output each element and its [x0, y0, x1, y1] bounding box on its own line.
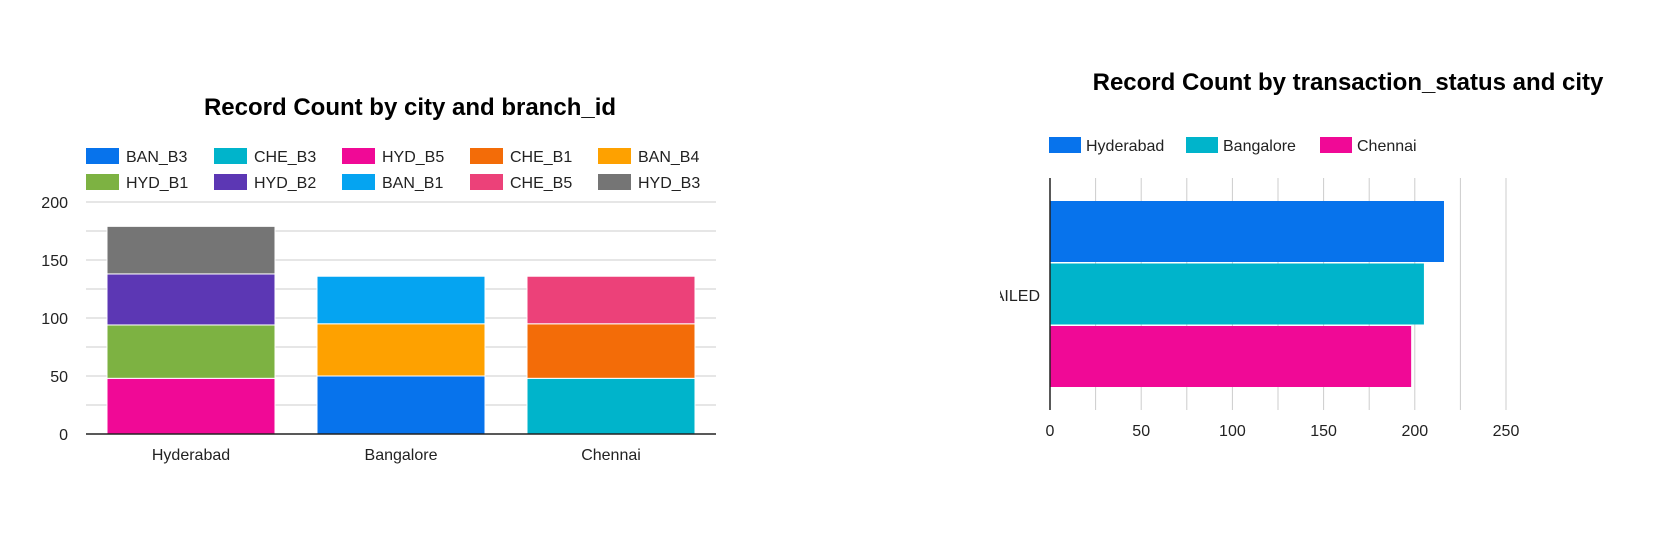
y-axis: 0 50 100 150 200	[41, 195, 68, 444]
bars	[1050, 201, 1444, 387]
bars	[106, 225, 696, 435]
legend-swatch	[214, 148, 247, 164]
legend-label: Hyderabad	[1086, 138, 1164, 155]
legend-swatch	[598, 148, 631, 164]
y-tick-label: 200	[41, 195, 68, 212]
y-tick-label: 50	[50, 369, 68, 386]
bar-segment	[316, 375, 486, 435]
bar-segment	[526, 275, 696, 325]
horizontal-bar-chart-status-city: Record Count by transaction_status and c…	[1000, 69, 1604, 440]
legend-swatch	[86, 148, 119, 164]
x-tick-label: 250	[1493, 423, 1520, 440]
x-axis: Hyderabad Bangalore Chennai	[86, 433, 716, 464]
legend-swatch	[1320, 137, 1352, 153]
x-tick-label: Hyderabad	[152, 447, 230, 464]
chart-title: Record Count by city and branch_id	[204, 94, 616, 121]
legend-label: Bangalore	[1223, 138, 1296, 155]
legend-label: CHE_B3	[254, 149, 316, 166]
legend-item[interactable]: HYD_B3	[598, 174, 700, 192]
legend-swatch	[214, 174, 247, 190]
legend-label: HYD_B5	[382, 149, 444, 166]
legend-item[interactable]: Chennai	[1320, 137, 1417, 155]
bar-segment	[526, 377, 696, 435]
legend-item[interactable]: HYD_B1	[86, 174, 188, 192]
legend[interactable]: Hyderabad Bangalore Chennai	[1049, 137, 1417, 155]
bar-segment	[106, 273, 276, 326]
legend-label: HYD_B2	[254, 175, 316, 192]
x-tick-label: 100	[1219, 423, 1246, 440]
bar-segment	[526, 323, 696, 379]
legend-label: BAN_B3	[126, 149, 187, 166]
legend-swatch	[342, 174, 375, 190]
bar	[1050, 263, 1424, 325]
x-tick-label: 50	[1132, 423, 1150, 440]
bar-segment	[316, 323, 486, 377]
bar	[1050, 326, 1412, 387]
legend-swatch	[1186, 137, 1218, 153]
legend-swatch	[470, 148, 503, 164]
bar-segment	[106, 324, 276, 379]
bar	[1050, 201, 1444, 262]
bar-segment	[316, 275, 486, 325]
legend-item[interactable]: Bangalore	[1186, 137, 1296, 155]
legend-label: BAN_B1	[382, 175, 443, 192]
legend-swatch	[86, 174, 119, 190]
legend-label: CHE_B5	[510, 175, 572, 192]
axes: FAILED 0 50 100 150 200 250	[1000, 178, 1519, 440]
legend-label: HYD_B1	[126, 175, 188, 192]
legend-item[interactable]: CHE_B1	[470, 148, 572, 166]
legend-swatch	[470, 174, 503, 190]
legend[interactable]: BAN_B3 CHE_B3 HYD_B5 CHE_B1 BAN_B4 HYD_B1 HYD_…	[86, 148, 700, 192]
legend-item[interactable]: BAN_B4	[598, 148, 699, 166]
legend-item[interactable]: HYD_B2	[214, 174, 316, 192]
bar-segment	[106, 225, 276, 275]
y-tick-label: 150	[41, 253, 68, 270]
legend-item[interactable]: HYD_B5	[342, 148, 444, 166]
legend-swatch	[598, 174, 631, 190]
y-tick-label: 100	[41, 311, 68, 328]
x-tick-label: Chennai	[581, 447, 641, 464]
legend-item[interactable]: BAN_B3	[86, 148, 187, 166]
legend-label: BAN_B4	[638, 149, 699, 166]
legend-item[interactable]: CHE_B5	[470, 174, 572, 192]
legend-label: HYD_B3	[638, 175, 700, 192]
legend-swatch	[342, 148, 375, 164]
legend-item[interactable]: Hyderabad	[1049, 137, 1164, 155]
legend-item[interactable]: CHE_B3	[214, 148, 316, 166]
legend-label: CHE_B1	[510, 149, 572, 166]
legend-label: Chennai	[1357, 138, 1417, 155]
y-category-label: FAILED	[1000, 288, 1040, 305]
chart-title: Record Count by transaction_status and c…	[1093, 69, 1604, 96]
legend-swatch	[1049, 137, 1081, 153]
x-tick-label: Bangalore	[365, 447, 438, 464]
x-tick-label: 150	[1310, 423, 1337, 440]
stacked-bar-chart-city-branch: Record Count by city and branch_id BAN_B…	[41, 94, 716, 464]
legend-item[interactable]: BAN_B1	[342, 174, 443, 192]
x-tick-label: 200	[1401, 423, 1428, 440]
bar-segment	[106, 377, 276, 435]
x-tick-label: 0	[1046, 423, 1055, 440]
y-tick-label: 0	[59, 427, 68, 444]
